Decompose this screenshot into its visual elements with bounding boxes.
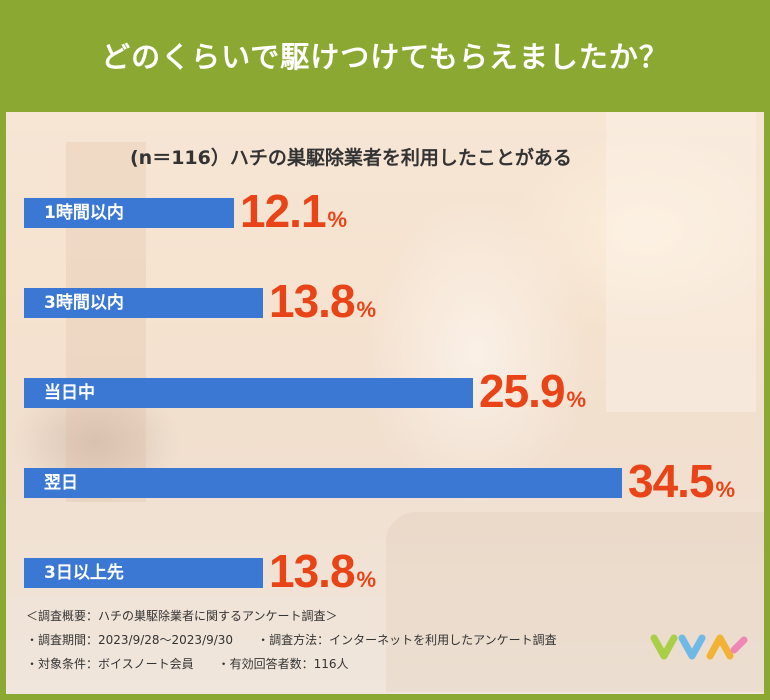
value-label-1: 13.8% [269,275,377,327]
survey-notes: ＜調査概要：ハチの巣駆除業者に関するアンケート調査＞ ・調査期間：2023/9/… [26,604,557,676]
bar-1 [24,288,263,318]
notes-method: ・調査方法：インターネットを利用したアンケート調査 [257,633,557,647]
page-title: どのくらいで駆けつけてもらえましたか？ [101,40,669,74]
bar-4 [24,558,263,588]
chart-title: (n＝116）ハチの巣駆除業者を利用したことがある [130,147,572,169]
bar-3 [24,468,622,498]
bar-label-0: 1時間以内 [44,203,124,223]
bar-label-2: 当日中 [44,383,95,403]
bar-0 [24,198,234,228]
notes-heading: ＜調査概要：ハチの巣駆除業者に関するアンケート調査＞ [26,609,338,623]
brand-logo [650,634,748,660]
bar-label-1: 3時間以内 [44,293,124,313]
header-banner: どのくらいで駆けつけてもらえましたか？ [0,0,770,110]
value-label-3: 34.5% [628,455,736,507]
value-label-4: 13.8% [269,545,377,597]
bar-label-3: 翌日 [44,473,78,493]
notes-respondents: ・有効回答者数：116人 [217,657,349,671]
value-label-0: 12.1% [240,185,348,237]
bar-2 [24,378,473,408]
notes-period: ・調査期間：2023/9/28〜2023/9/30 [26,633,234,647]
notes-target: ・対象条件：ボイスノート会員 [26,657,194,671]
bar-label-4: 3日以上先 [44,563,124,583]
value-label-2: 25.9% [479,365,587,417]
